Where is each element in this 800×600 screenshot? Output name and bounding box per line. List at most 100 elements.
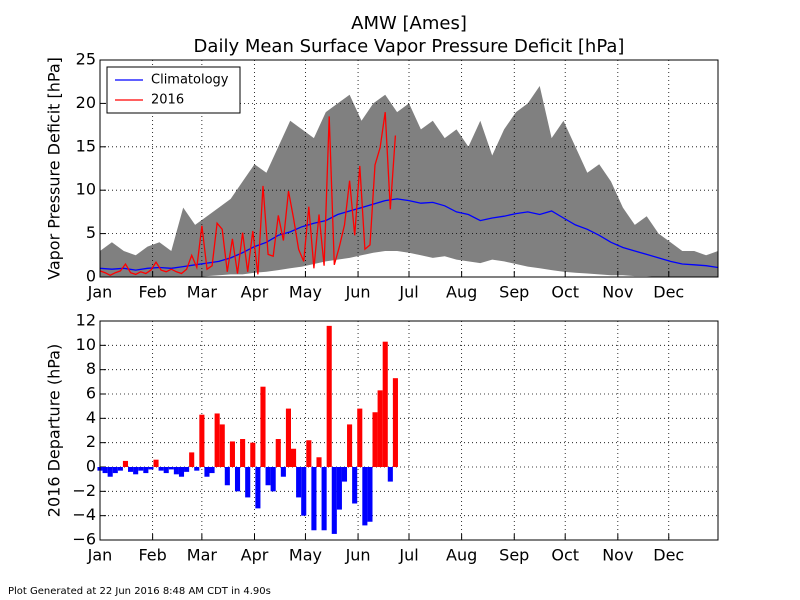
bar bbox=[372, 412, 378, 467]
x-tick-label: Mar bbox=[187, 546, 218, 565]
x-tick-label: Jun bbox=[345, 283, 371, 302]
bar bbox=[189, 452, 195, 467]
bar bbox=[163, 467, 169, 474]
bar bbox=[133, 467, 139, 475]
chart-title: AMW [Ames] bbox=[351, 13, 467, 34]
x-tick-label: Feb bbox=[138, 546, 166, 565]
y-axis-label: 2016 Departure (hPa) bbox=[45, 344, 64, 517]
y-tick-label: 5 bbox=[86, 223, 96, 242]
x-tick-label: Jul bbox=[398, 283, 418, 302]
bar bbox=[117, 467, 123, 471]
bar bbox=[219, 424, 225, 467]
bar bbox=[194, 467, 200, 471]
x-tick-label: Oct bbox=[551, 283, 579, 302]
x-tick-label: Nov bbox=[602, 283, 633, 302]
y-tick-label: 6 bbox=[86, 384, 96, 403]
bar bbox=[311, 467, 317, 531]
bar bbox=[107, 467, 113, 477]
bar bbox=[352, 467, 358, 504]
bar bbox=[199, 414, 205, 467]
bar bbox=[336, 467, 342, 510]
bar bbox=[112, 467, 118, 474]
x-tick-label: Jan bbox=[87, 283, 113, 302]
bar bbox=[306, 440, 312, 467]
y-tick-label: 15 bbox=[76, 136, 96, 155]
bar bbox=[153, 459, 159, 467]
bar bbox=[184, 467, 190, 472]
x-tick-label: Jul bbox=[398, 546, 418, 565]
x-tick-label: Mar bbox=[187, 283, 218, 302]
bar bbox=[234, 467, 241, 492]
bar bbox=[158, 467, 164, 471]
x-tick-label: May bbox=[289, 283, 322, 302]
bar bbox=[128, 467, 134, 472]
line bbox=[99, 198, 719, 271]
bar bbox=[347, 424, 353, 467]
bar bbox=[138, 467, 144, 471]
bar bbox=[204, 467, 210, 477]
x-tick-label: Dec bbox=[653, 546, 684, 565]
y-tick-label: 4 bbox=[86, 408, 96, 427]
footer: Plot Generated at 22 Jun 2016 8:48 AM CD… bbox=[8, 586, 271, 597]
bar bbox=[260, 386, 266, 467]
bar bbox=[122, 460, 129, 467]
bar bbox=[178, 467, 185, 477]
legend-label: Climatology bbox=[151, 73, 229, 88]
x-tick-label: Sep bbox=[499, 546, 529, 565]
bar bbox=[229, 441, 235, 467]
x-tick-label: Dec bbox=[653, 283, 684, 302]
y-tick-label: 12 bbox=[76, 311, 96, 330]
y-tick-label: 0 bbox=[86, 457, 96, 476]
y-tick-label: 10 bbox=[76, 335, 96, 354]
bar bbox=[265, 467, 271, 486]
x-tick-label: Oct bbox=[551, 546, 579, 565]
y-tick-label: −4 bbox=[72, 505, 96, 524]
bar bbox=[280, 467, 286, 477]
bar bbox=[382, 341, 388, 467]
x-tick-label: May bbox=[289, 546, 322, 565]
bar bbox=[301, 467, 307, 516]
bar bbox=[341, 467, 348, 482]
bar bbox=[331, 467, 337, 534]
y-tick-label: 25 bbox=[76, 50, 96, 69]
bar bbox=[245, 467, 251, 498]
y-tick-label: 8 bbox=[86, 359, 96, 378]
x-tick-label: Aug bbox=[446, 283, 477, 302]
y-tick-label: 20 bbox=[76, 93, 96, 112]
bar bbox=[367, 467, 373, 522]
line bbox=[99, 112, 397, 277]
bar bbox=[316, 457, 322, 467]
bar bbox=[296, 467, 302, 498]
bar bbox=[321, 467, 327, 531]
x-tick-label: Nov bbox=[602, 546, 633, 565]
bar bbox=[250, 442, 256, 467]
y-tick-label: 10 bbox=[76, 180, 96, 199]
bar bbox=[173, 467, 179, 475]
y-tick-label: −6 bbox=[72, 530, 96, 549]
y-axis-label: Vapor Pressure Deficit [hPa] bbox=[45, 57, 64, 280]
bar bbox=[392, 378, 398, 467]
bar bbox=[275, 439, 281, 467]
bar bbox=[285, 408, 292, 467]
y-tick-label: 2 bbox=[86, 432, 96, 451]
bar bbox=[387, 467, 393, 482]
range-band bbox=[100, 86, 718, 277]
bar bbox=[143, 467, 149, 474]
bar bbox=[357, 408, 363, 467]
chart-subtitle: Daily Mean Surface Vapor Pressure Defici… bbox=[194, 36, 625, 57]
bar bbox=[168, 467, 174, 470]
legend-box bbox=[106, 66, 241, 114]
legend-label: 2016 bbox=[151, 93, 184, 108]
x-tick-label: Sep bbox=[499, 283, 529, 302]
bar bbox=[362, 467, 368, 526]
x-tick-label: Feb bbox=[138, 283, 166, 302]
bar bbox=[240, 439, 246, 467]
y-tick-label: −2 bbox=[72, 481, 96, 500]
axes-frame bbox=[99, 320, 719, 541]
bar bbox=[291, 448, 297, 467]
axes-frame bbox=[99, 59, 719, 278]
bar bbox=[326, 325, 332, 467]
bar bbox=[102, 467, 108, 474]
bar bbox=[214, 413, 220, 467]
